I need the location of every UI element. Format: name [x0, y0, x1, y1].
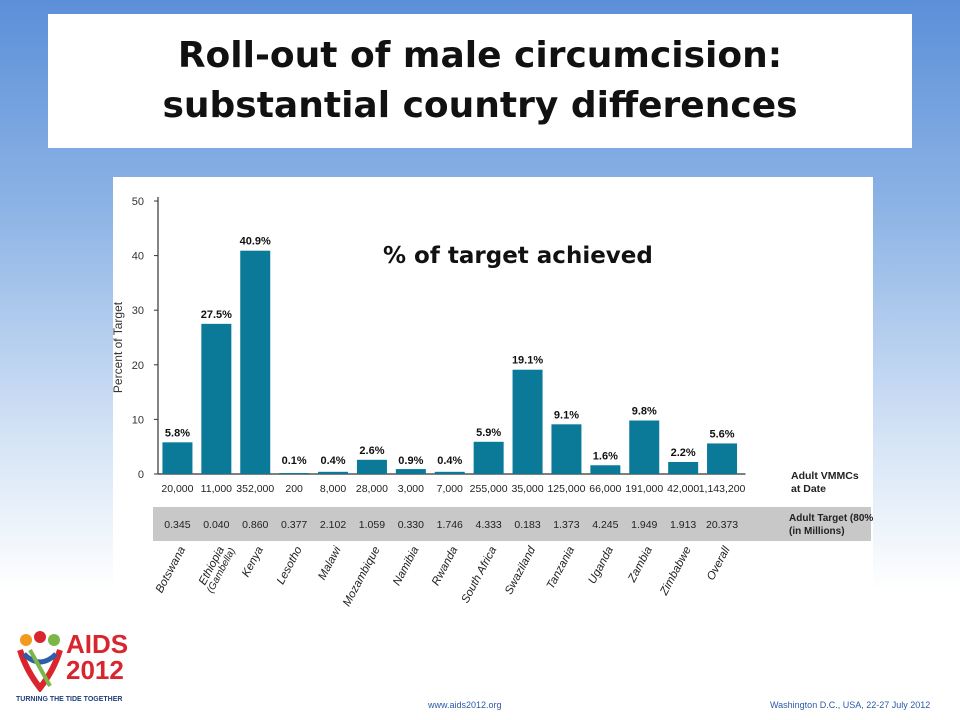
- y-tick-label: 50: [132, 196, 144, 208]
- target-row-label: Adult Target (80%): [789, 513, 873, 524]
- bar-swaziland: [512, 369, 543, 474]
- data-label: 5.6%: [710, 428, 735, 440]
- bar-uganda: [590, 465, 621, 474]
- bar-chart: 0 10 20 30 40 50 Percent of Target % of target…: [113, 196, 873, 609]
- footer-event: Washington D.C., USA, 22-27 July 2012: [770, 700, 931, 710]
- data-label: 2.6%: [359, 445, 384, 457]
- target-cell: 20.373: [706, 519, 738, 531]
- category-label: Tanzania: [545, 545, 577, 591]
- target-cell: 1.059: [359, 519, 385, 531]
- vmmc-cell: 66,000: [589, 483, 621, 495]
- logo-year: 2012: [66, 655, 124, 685]
- target-cell: 2.102: [320, 519, 346, 531]
- target-row-label: (in Millions): [789, 526, 845, 537]
- y-tick-label: 40: [132, 251, 144, 263]
- category-label: Mozambique: [341, 545, 383, 609]
- vmmc-cell: 3,000: [398, 483, 424, 495]
- data-label: 5.8%: [165, 427, 190, 439]
- data-label: 40.9%: [240, 236, 271, 248]
- category-label: Zimbabwe: [658, 545, 694, 598]
- target-cell: 1.746: [437, 519, 463, 531]
- people-ribbon-icon: [17, 631, 63, 692]
- data-label: 1.6%: [593, 450, 618, 462]
- data-label: 9.8%: [632, 405, 657, 417]
- bar-south-africa: [473, 441, 504, 474]
- data-label: 27.5%: [201, 309, 232, 321]
- vmmc-cell: 20,000: [161, 483, 193, 495]
- data-label: 0.4%: [437, 455, 462, 467]
- target-cell: 1.373: [553, 519, 579, 531]
- vmmc-cell: 352,000: [236, 483, 274, 495]
- logo-tagline: TURNING THE TIDE TOGETHER: [16, 696, 123, 703]
- chart-panel: 0 10 20 30 40 50 Percent of Target % of target…: [113, 177, 873, 633]
- vmmc-cell: 8,000: [320, 483, 346, 495]
- vmmc-cell: 35,000: [511, 483, 543, 495]
- target-cell: 1.949: [631, 519, 657, 531]
- bar-rwanda: [434, 471, 465, 474]
- category-label: South Africa: [459, 545, 499, 606]
- category-label: Swaziland: [503, 544, 538, 596]
- vmmc-cell: 28,000: [356, 483, 388, 495]
- bar-zimbabwe: [668, 461, 699, 474]
- bar-lesotho: [279, 473, 310, 474]
- category-label: Kenya: [240, 545, 266, 579]
- target-cell: 0.040: [203, 519, 229, 531]
- data-label: 19.1%: [512, 355, 543, 367]
- target-cell: 0.183: [514, 519, 540, 531]
- data-label: 0.4%: [321, 455, 346, 467]
- bar-botswana: [162, 442, 193, 474]
- y-axis-label: Percent of Target: [113, 301, 125, 393]
- vmmc-cell: 1,143,200: [699, 483, 746, 495]
- vmmc-cell: 191,000: [625, 483, 663, 495]
- bar-tanzania: [551, 424, 582, 474]
- vmmc-cell: 255,000: [470, 483, 508, 495]
- title-box: Roll-out of male circumcision: substanti…: [48, 14, 912, 148]
- bar-namibia: [395, 469, 426, 474]
- target-cell: 4.333: [476, 519, 502, 531]
- bar-ethiopia: [201, 323, 232, 474]
- vmmc-cell: 125,000: [547, 483, 585, 495]
- vmmc-cell: 7,000: [437, 483, 463, 495]
- footer-url[interactable]: www.aids2012.org: [428, 700, 502, 710]
- target-cell: 0.330: [398, 519, 424, 531]
- category-label: Malawi: [316, 544, 344, 582]
- category-label: Overall: [705, 544, 733, 582]
- logo-word: AIDS: [66, 629, 129, 659]
- vmmc-row-label: at Date: [791, 483, 826, 495]
- category-label: Botswana: [154, 545, 188, 595]
- category-label: Lesotho: [275, 544, 305, 586]
- category-label: Uganda: [586, 545, 616, 586]
- vmmc-cell: 42,000: [667, 483, 699, 495]
- category-label: Zambia: [626, 545, 655, 585]
- bar-zambia: [629, 420, 660, 474]
- target-cell: 4.245: [592, 519, 618, 531]
- bar-overall: [707, 443, 738, 474]
- y-tick-label: 0: [138, 469, 144, 481]
- data-label: 5.9%: [476, 427, 501, 439]
- bar-mozambique: [356, 459, 387, 474]
- target-row-band: [153, 507, 871, 541]
- y-tick-label: 10: [132, 414, 144, 426]
- target-cell: 1.913: [670, 519, 696, 531]
- slide-title: Roll-out of male circumcision: substanti…: [162, 35, 798, 126]
- data-label: 9.1%: [554, 409, 579, 421]
- data-label: 0.1%: [282, 455, 307, 467]
- vmmc-cell: 200: [285, 483, 303, 495]
- chart-annotation: % of target achieved: [383, 243, 653, 269]
- aids2012-logo: AIDS 2012 TURNING THE TIDE TOGETHER: [14, 630, 134, 712]
- category-label: Rwanda: [430, 545, 460, 588]
- vmmc-cell: 11,000: [201, 483, 232, 495]
- data-label: 0.9%: [398, 455, 423, 467]
- target-cell: 0.377: [281, 519, 307, 531]
- vmmc-row-label: Adult VMMCs: [791, 470, 859, 482]
- target-cell: 0.345: [164, 519, 190, 531]
- data-label: 2.2%: [671, 447, 696, 459]
- bar-kenya: [240, 250, 271, 474]
- category-label: Namibia: [391, 545, 421, 588]
- y-tick-label: 20: [132, 360, 144, 372]
- y-tick-label: 30: [132, 305, 144, 317]
- target-cell: 0.860: [242, 519, 268, 531]
- bar-malawi: [318, 471, 349, 474]
